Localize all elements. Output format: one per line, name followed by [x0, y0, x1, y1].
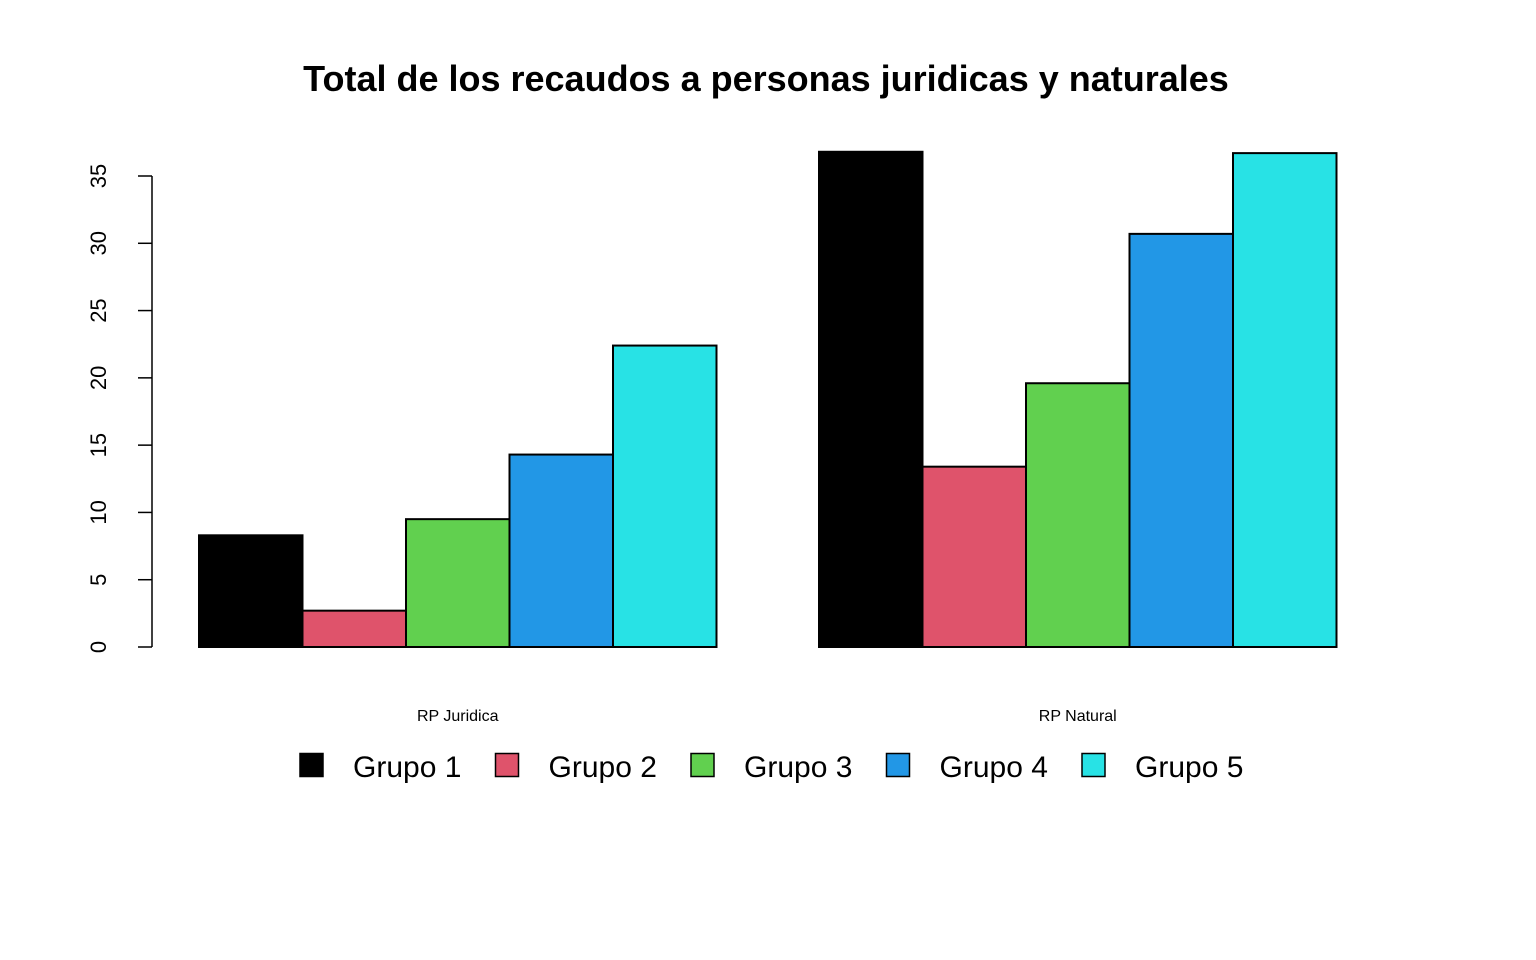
legend-label: Grupo 3 — [744, 751, 852, 784]
legend-item: Grupo 1 — [299, 751, 461, 784]
bar-1-5 — [612, 344, 718, 648]
category-labels: RP Juridica RP Natural — [417, 708, 1117, 725]
y-tick-label: 25 — [86, 298, 111, 322]
y-tick-label: 20 — [86, 366, 111, 390]
bar-1-2 — [301, 609, 407, 648]
y-tick-label: 5 — [86, 574, 111, 586]
legend-item: Grupo 2 — [494, 751, 657, 784]
y-tick-label: 35 — [86, 164, 111, 188]
legend-item: Grupo 4 — [885, 751, 1048, 784]
category-label: RP Natural — [1039, 708, 1117, 725]
legend-swatch — [885, 752, 911, 778]
legend-label: Grupo 5 — [1135, 751, 1243, 784]
bar-1-4 — [508, 453, 614, 649]
y-axis: 0 5 10 15 20 25 30 35 — [86, 164, 153, 653]
legend-swatch — [1081, 752, 1106, 778]
y-tick-label: 15 — [86, 433, 111, 457]
bar-2-3 — [1025, 382, 1131, 648]
bar-2-4 — [1128, 232, 1234, 648]
bar-2-1 — [818, 150, 924, 649]
y-tick-label: 30 — [86, 231, 111, 255]
legend-swatch — [494, 752, 520, 778]
chart-title: Total de los recaudos a personas juridic… — [303, 58, 1229, 99]
bar-1-1 — [198, 534, 304, 649]
bars-group — [198, 150, 1338, 649]
legend-label: Grupo 2 — [549, 751, 657, 784]
y-tick-label: 10 — [86, 500, 111, 524]
bar-2-2 — [921, 465, 1027, 648]
legend-item: Grupo 3 — [690, 751, 852, 784]
bar-1-3 — [405, 518, 511, 649]
legend-item: Grupo 5 — [1081, 751, 1243, 784]
y-tick-label: 0 — [86, 641, 111, 653]
legend-swatch — [299, 752, 324, 778]
bar-2-5 — [1232, 152, 1338, 648]
legend: Grupo 1 Grupo 2 Grupo 3 Grupo 4 Grupo 5 — [299, 751, 1243, 784]
legend-label: Grupo 1 — [353, 751, 461, 784]
legend-label: Grupo 4 — [940, 751, 1048, 784]
category-label: RP Juridica — [417, 708, 499, 725]
legend-swatch — [690, 752, 715, 778]
